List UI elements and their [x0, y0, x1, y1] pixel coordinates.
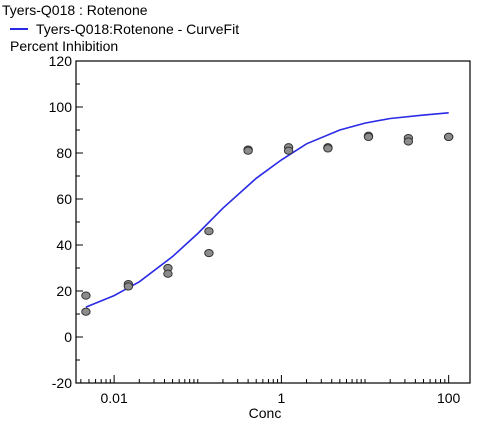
y-tick-label: 60	[56, 191, 72, 207]
data-point	[163, 269, 173, 278]
data-point	[443, 132, 454, 141]
y-tick-label: 120	[49, 53, 73, 69]
x-axis: 0.01 1 100	[80, 375, 461, 406]
data-points	[81, 131, 454, 316]
data-point	[204, 227, 214, 236]
data-point	[123, 282, 134, 291]
x-tick-label: 1	[277, 390, 285, 406]
curve-fit-line	[85, 112, 449, 308]
x-tick-label: 100	[437, 390, 461, 406]
plot-frame	[75, 60, 471, 384]
data-point	[243, 146, 253, 155]
y-axis-label: Percent Inhibition	[10, 38, 118, 54]
data-point	[403, 137, 414, 146]
y-tick-label: 20	[56, 283, 72, 299]
data-point	[363, 132, 374, 141]
x-tick-label: 0.01	[101, 390, 128, 406]
y-tick-label: 40	[56, 237, 72, 253]
data-point	[81, 307, 91, 316]
y-axis: -20 0 20 40 60 80 100 120	[49, 53, 83, 391]
legend-label: Tyers-Q018:Rotenone - CurveFit	[36, 21, 239, 37]
x-axis-label: Conc	[249, 405, 282, 421]
y-tick-label: 100	[49, 99, 73, 115]
data-point	[323, 144, 333, 153]
data-point	[204, 248, 214, 258]
y-tick-label: -20	[52, 375, 72, 391]
y-tick-label: 0	[64, 329, 72, 345]
data-point	[283, 146, 294, 155]
chart-title: Tyers-Q018 : Rotenone	[2, 2, 148, 18]
data-point	[81, 291, 91, 300]
y-tick-label: 80	[56, 145, 72, 161]
